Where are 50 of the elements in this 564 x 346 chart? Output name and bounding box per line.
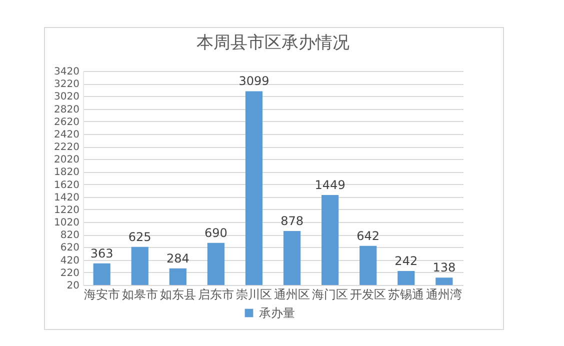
y-tick-label: 1620 <box>54 180 80 191</box>
bar <box>283 230 301 285</box>
x-tick-label: 启东市 <box>198 288 234 302</box>
bar <box>322 195 339 285</box>
y-tick-label: 1420 <box>54 192 80 204</box>
y-tick-label: 2020 <box>54 154 80 166</box>
y-tick-label: 2220 <box>54 142 80 154</box>
x-tick-label: 开发区 <box>350 288 386 302</box>
data-label: 690 <box>204 226 228 240</box>
data-label: 625 <box>128 230 152 244</box>
y-tick-label: 420 <box>60 255 80 266</box>
y-tick-label: 1220 <box>54 204 80 216</box>
y-tick-label: 20 <box>66 280 80 292</box>
y-tick-label: 220 <box>60 268 80 279</box>
y-tick-label: 3420 <box>54 66 80 78</box>
data-label: 642 <box>356 228 380 243</box>
x-tick-label: 海安市 <box>84 288 120 302</box>
y-tick-label: 2420 <box>54 129 80 140</box>
x-tick-label: 崇川区 <box>236 288 272 302</box>
x-tick-label: 苏锡通 <box>388 288 424 302</box>
y-tick-label: 1020 <box>54 218 80 229</box>
data-label: 363 <box>90 246 114 260</box>
data-label: 1449 <box>314 178 346 192</box>
legend-label: 承办量 <box>259 306 295 320</box>
x-tick-label: 如东县 <box>160 288 196 302</box>
data-label: 138 <box>432 260 456 275</box>
bar <box>93 263 110 285</box>
data-label: 242 <box>394 254 418 268</box>
bar <box>207 242 224 285</box>
x-tick-label: 如皋市 <box>122 288 158 302</box>
data-label: 3099 <box>238 74 270 88</box>
bar <box>245 91 263 285</box>
bar <box>398 271 415 285</box>
bar <box>169 268 186 285</box>
data-label: 878 <box>280 214 304 228</box>
data-label: 284 <box>166 251 190 266</box>
x-tick-label: 通州湾 <box>426 288 462 302</box>
x-tick-label: 海门区 <box>312 288 348 302</box>
x-tick-label: 通州区 <box>274 288 310 302</box>
y-tick-label: 2820 <box>54 104 80 116</box>
y-tick-label: 2620 <box>54 116 80 128</box>
y-tick-label: 620 <box>60 242 80 254</box>
bar <box>436 278 453 285</box>
y-tick-label: 1820 <box>54 167 80 178</box>
y-tick-label: 820 <box>60 230 80 242</box>
bar <box>131 246 148 285</box>
y-tick-label: 3020 <box>54 92 80 103</box>
bar <box>360 246 377 285</box>
y-tick-label: 3220 <box>54 79 80 90</box>
chart-title: 本周县市区承办情况 <box>196 33 350 53</box>
